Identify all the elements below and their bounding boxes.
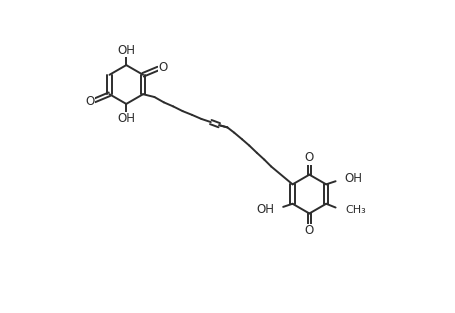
- Text: CH₃: CH₃: [344, 205, 365, 215]
- Text: OH: OH: [117, 112, 135, 126]
- Text: O: O: [85, 95, 94, 108]
- Text: OH: OH: [256, 203, 274, 216]
- Text: OH: OH: [344, 172, 362, 185]
- Text: OH: OH: [117, 44, 135, 57]
- Text: O: O: [304, 224, 313, 237]
- Text: O: O: [158, 61, 167, 74]
- Text: O: O: [304, 151, 313, 164]
